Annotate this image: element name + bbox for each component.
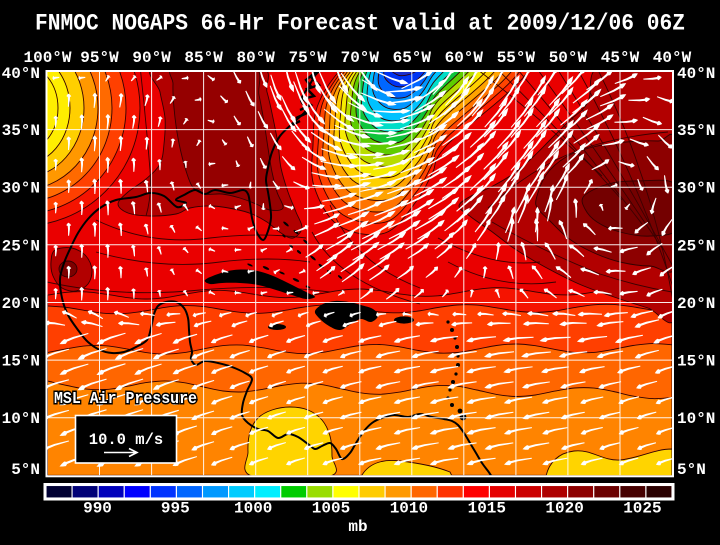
svg-text:1005: 1005 <box>312 500 350 518</box>
svg-text:10.0 m/s: 10.0 m/s <box>89 431 163 449</box>
svg-text:60°W: 60°W <box>445 49 484 67</box>
svg-text:40°W: 40°W <box>653 49 692 67</box>
svg-text:80°W: 80°W <box>236 49 275 67</box>
svg-text:65°W: 65°W <box>393 49 432 67</box>
svg-text:55°W: 55°W <box>497 49 536 67</box>
svg-text:10°N: 10°N <box>2 410 40 428</box>
svg-text:70°W: 70°W <box>341 49 380 67</box>
svg-text:5°N: 5°N <box>677 461 706 479</box>
svg-text:15°N: 15°N <box>2 353 40 371</box>
svg-text:5°N: 5°N <box>11 461 40 479</box>
svg-text:30°N: 30°N <box>2 180 40 198</box>
svg-text:40°N: 40°N <box>677 65 715 83</box>
svg-text:1020: 1020 <box>545 500 583 518</box>
svg-text:85°W: 85°W <box>184 49 223 67</box>
svg-text:35°N: 35°N <box>2 122 40 140</box>
svg-text:75°W: 75°W <box>288 49 327 67</box>
svg-text:1000: 1000 <box>234 500 272 518</box>
svg-text:1015: 1015 <box>468 500 506 518</box>
svg-text:MSL Air Pressure: MSL Air Pressure <box>54 390 197 409</box>
svg-text:30°N: 30°N <box>677 180 715 198</box>
svg-text:45°W: 45°W <box>601 49 640 67</box>
svg-text:25°N: 25°N <box>677 237 715 255</box>
svg-text:50°W: 50°W <box>549 49 588 67</box>
svg-text:15°N: 15°N <box>677 353 715 371</box>
svg-text:20°N: 20°N <box>2 295 40 313</box>
svg-text:FNMOC NOGAPS 66-Hr Forecast va: FNMOC NOGAPS 66-Hr Forecast valid at 200… <box>35 11 685 37</box>
svg-text:20°N: 20°N <box>677 295 715 313</box>
svg-text:40°N: 40°N <box>2 65 40 83</box>
svg-text:95°W: 95°W <box>80 49 119 67</box>
svg-text:100°W: 100°W <box>23 49 71 67</box>
svg-text:mb: mb <box>348 518 367 536</box>
svg-text:35°N: 35°N <box>677 122 715 140</box>
svg-text:1025: 1025 <box>623 500 661 518</box>
svg-text:995: 995 <box>161 500 190 518</box>
svg-text:10°N: 10°N <box>677 410 715 428</box>
svg-text:1010: 1010 <box>390 500 428 518</box>
svg-text:990: 990 <box>83 500 112 518</box>
svg-text:90°W: 90°W <box>132 49 171 67</box>
svg-text:25°N: 25°N <box>2 237 40 255</box>
